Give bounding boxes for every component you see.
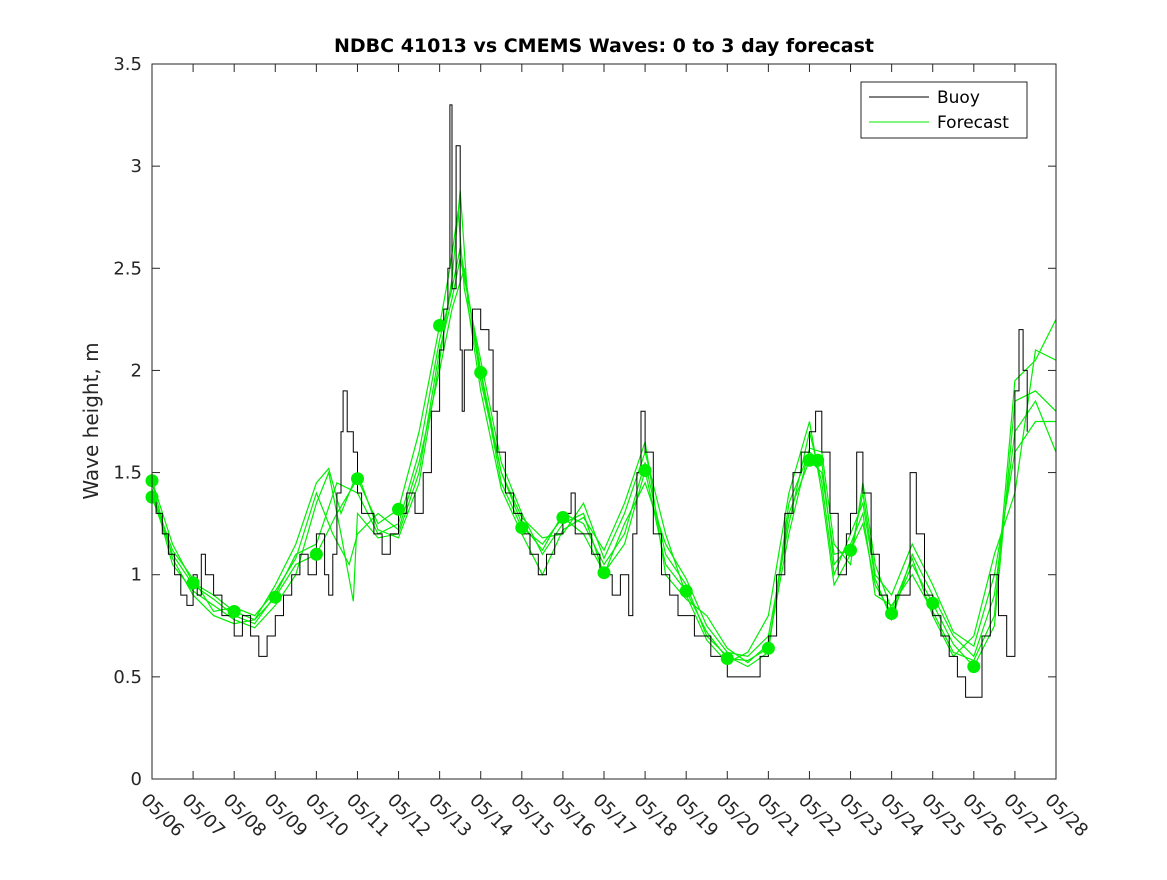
legend: Buoy Forecast <box>860 81 1028 139</box>
y-tick-label: 3 <box>131 156 142 177</box>
y-tick-label: 3.5 <box>113 54 142 75</box>
forecast-marker <box>811 453 825 467</box>
forecast-marker <box>638 464 652 477</box>
y-tick-label: 0 <box>131 769 142 790</box>
buoy-line <box>152 104 1028 698</box>
forecast-marker <box>186 576 200 590</box>
x-tick-label: 05/16 <box>547 790 599 842</box>
x-tick-label: 05/06 <box>136 790 188 842</box>
legend-label-forecast: Forecast <box>937 113 1009 133</box>
x-tick-label: 05/23 <box>835 790 887 842</box>
x-tick-label: 05/13 <box>424 790 476 842</box>
y-tick-label: 1 <box>131 565 142 586</box>
forecast-marker <box>268 590 282 604</box>
x-tick-label: 05/14 <box>465 790 517 842</box>
forecast-marker <box>967 660 981 674</box>
x-tick-label: 05/24 <box>876 790 928 842</box>
forecast-marker <box>679 584 693 598</box>
forecast-marker <box>556 511 570 524</box>
forecast-marker <box>844 543 857 557</box>
x-tick-label: 05/10 <box>301 790 353 842</box>
x-tick-label: 05/11 <box>342 790 394 842</box>
forecast-marker <box>351 472 364 486</box>
y-tick-label: 1.5 <box>113 463 142 484</box>
forecast-marker <box>720 652 734 665</box>
forecast-line-4 <box>151 268 1056 664</box>
x-tick-label: 05/17 <box>588 790 640 842</box>
x-tick-label: 05/08 <box>219 790 271 842</box>
x-tick-label: 05/27 <box>999 790 1051 842</box>
x-tick-label: 05/07 <box>178 790 230 842</box>
x-tick-label: 05/21 <box>753 790 805 842</box>
forecast-marker <box>474 366 488 379</box>
plot-background <box>152 64 1056 779</box>
x-tick-label: 05/12 <box>383 790 435 842</box>
legend-box <box>860 81 1028 139</box>
forecast-marker <box>885 607 899 620</box>
forecast-marker <box>392 502 405 516</box>
x-tick-label: 05/22 <box>794 790 846 842</box>
forecast-marker <box>926 596 940 610</box>
x-tick-label: 05/19 <box>671 790 723 842</box>
data-layer <box>145 104 1057 698</box>
x-tick-label: 05/18 <box>630 790 682 842</box>
forecast-marker <box>227 605 241 618</box>
legend-label-buoy: Buoy <box>937 88 980 108</box>
y-tick-label: 2.5 <box>113 258 142 279</box>
x-tick-label: 05/25 <box>917 790 969 842</box>
y-axis-label: Wave height, m <box>79 342 103 499</box>
y-tick-label: 0.5 <box>113 667 142 688</box>
forecast-line-5 <box>151 190 1057 664</box>
x-tick-label: 05/26 <box>958 790 1010 842</box>
y-tick-label: 2 <box>131 360 142 381</box>
x-tick-label: 05/15 <box>506 790 558 842</box>
x-tick-label: 05/28 <box>1040 790 1092 842</box>
forecast-marker <box>597 566 611 580</box>
x-tick-label: 05/20 <box>712 790 764 842</box>
x-tick-label: 05/09 <box>260 790 312 842</box>
chart-title: NDBC 41013 vs CMEMS Waves: 0 to 3 day fo… <box>334 35 874 57</box>
forecast-marker <box>433 319 447 332</box>
forecast-marker <box>309 547 323 561</box>
forecast-marker <box>761 641 775 655</box>
forecast-marker <box>515 521 529 535</box>
